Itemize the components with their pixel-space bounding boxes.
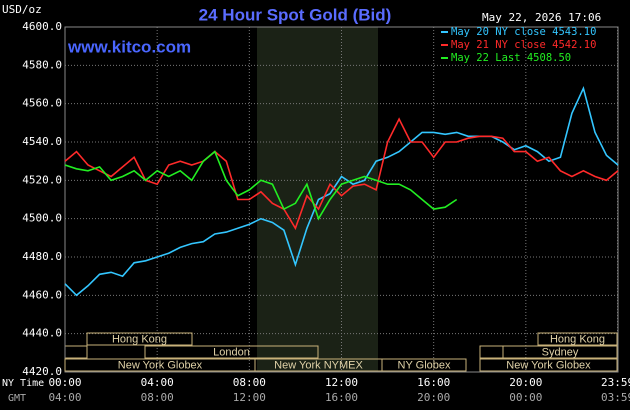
session-label: New York NYMEX bbox=[274, 359, 363, 371]
y-tick-label: 4500.0 bbox=[22, 212, 62, 225]
x-axis-label: NY Time bbox=[2, 378, 44, 389]
y-tick-label: 4560.0 bbox=[22, 97, 62, 110]
legend-label: May 21 NY close 4542.10 bbox=[451, 39, 596, 51]
x-tick-label: 08:00 bbox=[233, 376, 266, 389]
y-axis-label: USD/oz bbox=[2, 3, 42, 16]
session-box bbox=[479, 358, 618, 372]
session-box bbox=[86, 332, 193, 346]
x2-axis-label: GMT bbox=[8, 393, 26, 404]
y-tick-label: 4420.0 bbox=[22, 365, 62, 378]
timestamp: May 22, 2026 17:06 bbox=[482, 11, 601, 24]
x-tick-label: 12:00 bbox=[325, 376, 358, 389]
x-tick-label: 04:00 bbox=[141, 376, 174, 389]
series-line bbox=[64, 117, 619, 231]
x2-tick-label: 03:59 bbox=[601, 391, 630, 404]
plot-frame bbox=[64, 26, 619, 373]
session-box bbox=[537, 332, 618, 346]
x2-tick-label: 20:00 bbox=[417, 391, 450, 404]
session-label: NY Globex bbox=[398, 359, 451, 371]
y-tick-label: 4600.0 bbox=[22, 20, 62, 33]
x2-tick-label: 16:00 bbox=[325, 391, 358, 404]
x-tick-label: 00:00 bbox=[48, 376, 81, 389]
y-tick-label: 4580.0 bbox=[22, 58, 62, 71]
session-label: London bbox=[213, 346, 250, 358]
session-label: Hong Kong bbox=[550, 333, 605, 345]
session-label: New York Globex bbox=[118, 359, 203, 371]
series-line bbox=[64, 150, 458, 221]
session-label: Hong Kong bbox=[112, 333, 167, 345]
x2-tick-label: 04:00 bbox=[48, 391, 81, 404]
x2-tick-label: 12:00 bbox=[233, 391, 266, 404]
y-tick-label: 4520.0 bbox=[22, 173, 62, 186]
legend-label: May 20 NY close 4543.10 bbox=[451, 26, 596, 38]
y-tick-label: 4540.0 bbox=[22, 135, 62, 148]
session-box bbox=[502, 345, 618, 359]
chart-title: 24 Hour Spot Gold (Bid) bbox=[199, 5, 392, 24]
session-label: Sydney bbox=[542, 346, 579, 358]
legend-label: May 22 Last 4508.50 bbox=[451, 52, 571, 64]
session-box bbox=[144, 345, 319, 359]
y-tick-label: 4460.0 bbox=[22, 288, 62, 301]
x-tick-label: 23:59 bbox=[601, 376, 630, 389]
x2-tick-label: 08:00 bbox=[141, 391, 174, 404]
session-box bbox=[381, 358, 467, 372]
nymex-shade bbox=[257, 27, 378, 372]
x2-tick-label: 00:00 bbox=[509, 391, 542, 404]
session-label: New York Globex bbox=[506, 359, 591, 371]
series-line bbox=[64, 85, 619, 297]
y-tick-label: 4480.0 bbox=[22, 250, 62, 263]
x-tick-label: 16:00 bbox=[417, 376, 450, 389]
x-tick-label: 20:00 bbox=[509, 376, 542, 389]
y-tick-label: 4440.0 bbox=[22, 327, 62, 340]
site-url: www.kitco.com bbox=[67, 37, 191, 56]
